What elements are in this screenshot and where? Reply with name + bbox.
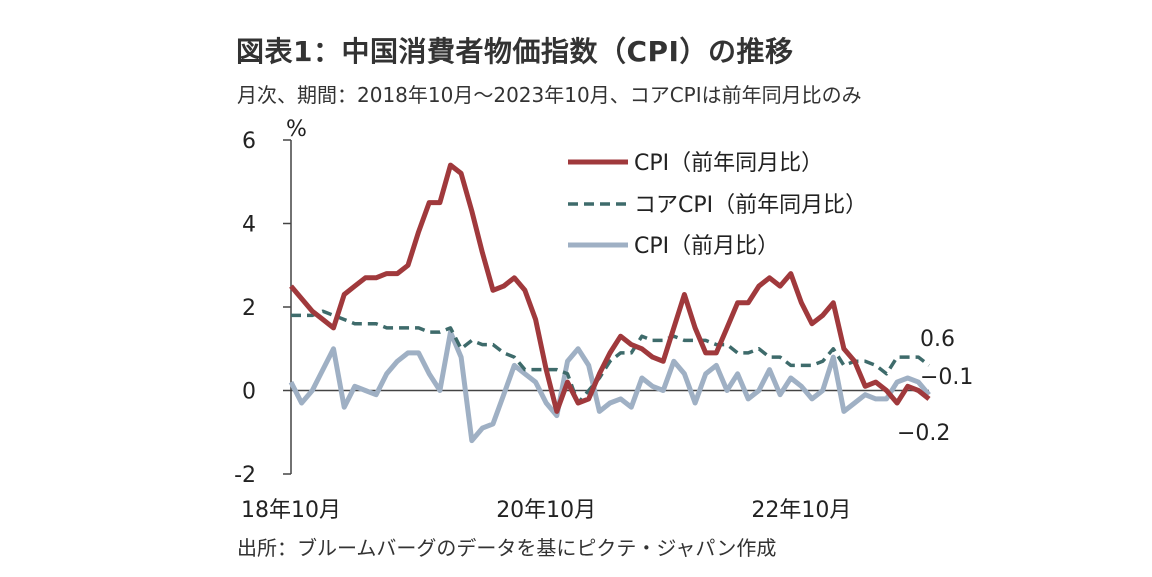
series-line-cpi_mom bbox=[288, 329, 931, 444]
y-tick-label: 2 bbox=[242, 296, 256, 321]
x-tick-label: 18年10月 bbox=[241, 498, 341, 523]
annotation-label: −0.2 bbox=[897, 421, 950, 446]
annotations: 0.6 −0.1 −0.2 bbox=[897, 327, 973, 446]
chart-subtitle: 月次、期間：2018年10月～2023年10月、コアCPIは前年同月比のみ bbox=[237, 83, 862, 107]
source-note: 出所：ブルームバーグのデータを基にピクテ・ジャパン作成 bbox=[237, 536, 777, 560]
annotation-label: 0.6 bbox=[920, 327, 955, 352]
y-tick-label: 6 bbox=[242, 129, 256, 154]
series-line-core_yoy bbox=[291, 309, 931, 405]
x-tick-label: 22年10月 bbox=[751, 498, 851, 523]
y-tick-label: -2 bbox=[234, 463, 256, 488]
legend-label-core_yoy: コアCPI（前年同月比） bbox=[634, 193, 867, 218]
y-tick-label: 4 bbox=[242, 213, 256, 238]
y-tick-label: 0 bbox=[242, 380, 256, 405]
legend-label-cpi_mom: CPI（前月比） bbox=[634, 234, 779, 259]
x-tick-label: 20年10月 bbox=[496, 498, 596, 523]
series-line-cpi_yoy bbox=[289, 162, 931, 414]
annotation-label: −0.1 bbox=[920, 365, 973, 390]
legend-label-cpi_yoy: CPI（前年同月比） bbox=[634, 151, 823, 176]
legend: CPI（前年同月比） コアCPI（前年同月比） CPI（前月比） bbox=[568, 151, 867, 259]
y-unit-label: % bbox=[286, 117, 307, 142]
axes: 6 4 2 0 -2% 18年10月 20年10月 22年10月 bbox=[234, 117, 929, 523]
chart-title: 図表1：中国消費者物価指数（CPI）の推移 bbox=[236, 35, 794, 68]
series-lines bbox=[288, 162, 931, 444]
